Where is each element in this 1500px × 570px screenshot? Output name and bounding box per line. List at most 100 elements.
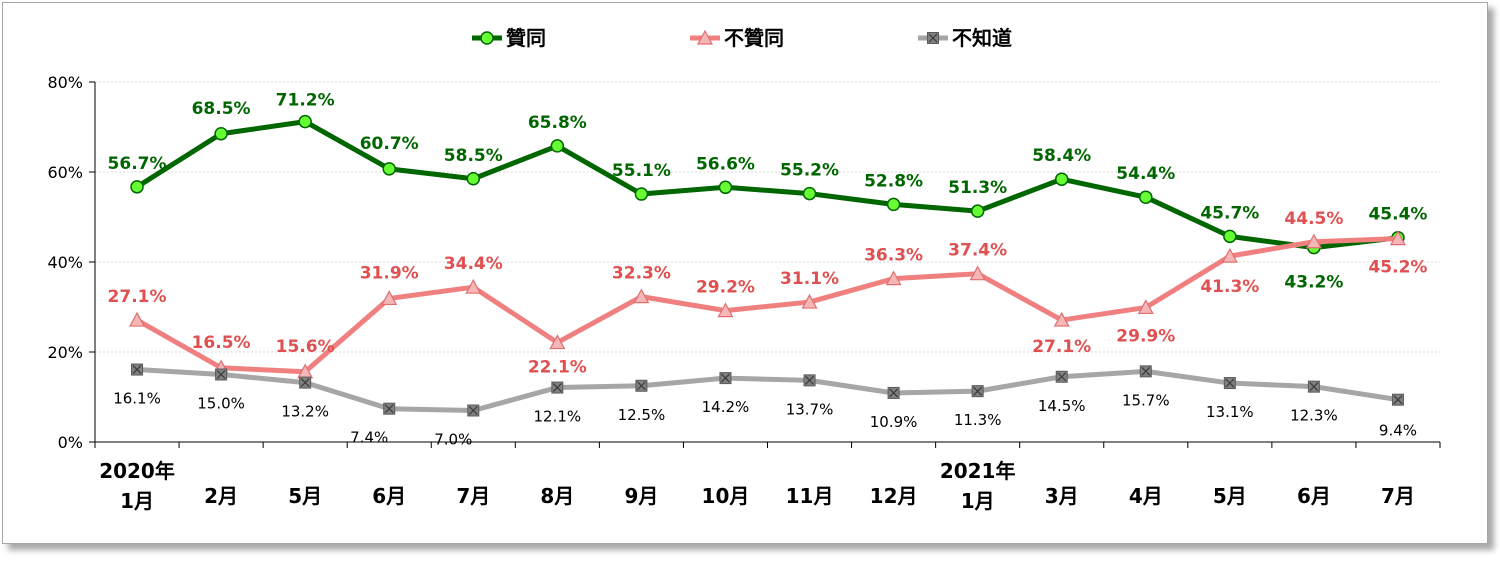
- data-label: 43.2%: [1284, 273, 1343, 293]
- legend-item: 贊同: [472, 26, 546, 50]
- chart-frame: [2, 2, 1488, 544]
- x-month-label: 1月: [120, 489, 154, 513]
- data-label: 29.2%: [696, 278, 755, 298]
- data-point: [885, 270, 902, 286]
- marker-x: [1225, 378, 1235, 388]
- data-point: [129, 311, 146, 327]
- data-label: 60.7%: [360, 134, 419, 154]
- data-label: 51.3%: [948, 178, 1007, 198]
- x-month-label: 1月: [961, 489, 995, 513]
- marker-x: [1057, 372, 1067, 382]
- x-month-label: 8月: [540, 484, 574, 508]
- series-0: 56.7% 68.5% 71.2% 60.7% 58.5% 65.8% 55.1% 56.6%…: [108, 91, 1428, 293]
- marker-x: [384, 404, 394, 414]
- data-label: 15.6%: [276, 337, 335, 357]
- series-1: 27.1% 16.5% 15.6% 31.9% 34.4% 22.1% 32.3% 29.2%…: [108, 209, 1427, 379]
- data-point: [718, 180, 733, 195]
- y-tick-label: 40%: [47, 253, 83, 272]
- legend-marker-x: [928, 33, 938, 43]
- x-month-label: 11月: [786, 484, 834, 508]
- data-label: 45.2%: [1368, 258, 1427, 278]
- data-point: [719, 372, 732, 385]
- data-label: 15.7%: [1122, 391, 1170, 409]
- legend-marker: [480, 31, 494, 45]
- marker-x: [889, 388, 899, 398]
- data-point: [887, 386, 900, 399]
- data-label: 14.2%: [702, 398, 750, 416]
- data-label: 31.1%: [780, 269, 839, 289]
- data-point: [215, 368, 228, 381]
- y-tick-label: 60%: [47, 163, 83, 182]
- data-label: 58.4%: [1032, 146, 1091, 166]
- data-label: 41.3%: [1200, 277, 1259, 297]
- gridlines: 0% 20% 40% 60% 80%: [47, 73, 1440, 452]
- data-point: [1137, 299, 1154, 315]
- data-point: [131, 363, 144, 376]
- data-label: 13.1%: [1206, 403, 1254, 421]
- x-month-label: 6月: [1297, 484, 1331, 508]
- data-point: [549, 334, 566, 350]
- data-point: [886, 197, 901, 212]
- y-tick-label: 80%: [47, 73, 83, 92]
- marker-x: [636, 381, 646, 391]
- data-label: 71.2%: [276, 91, 335, 111]
- data-label: 7.0%: [434, 431, 472, 449]
- data-label: 68.5%: [192, 99, 251, 119]
- data-point: [635, 379, 648, 392]
- data-point: [802, 186, 817, 201]
- data-label: 58.5%: [444, 146, 503, 166]
- data-point: [1055, 370, 1068, 383]
- x-month-label: 5月: [1213, 484, 1247, 508]
- data-point: [1307, 380, 1320, 393]
- data-point: [634, 187, 649, 201]
- data-point: [381, 290, 398, 306]
- data-label: 16.1%: [113, 390, 161, 408]
- x-month-label: 3月: [1045, 484, 1079, 508]
- series-line: [136, 367, 1399, 413]
- x-year-label: 2021年: [940, 459, 1016, 483]
- data-label: 12.1%: [534, 408, 582, 426]
- data-label: 52.8%: [864, 171, 923, 191]
- y-tick-label: 20%: [47, 343, 83, 362]
- marker-x: [1309, 382, 1319, 392]
- data-point: [1223, 377, 1236, 390]
- data-point: [130, 180, 144, 194]
- x-month-label: 12月: [870, 484, 918, 508]
- marker-x: [216, 370, 226, 379]
- data-label: 55.1%: [612, 161, 671, 181]
- data-point: [467, 404, 480, 417]
- x-month-label: 7月: [456, 484, 490, 508]
- x-month-label: 2月: [204, 484, 238, 508]
- data-point: [299, 376, 312, 389]
- data-label: 32.3%: [612, 264, 671, 284]
- data-label: 7.4%: [350, 429, 388, 447]
- data-label: 54.4%: [1116, 164, 1175, 184]
- y-tick-label: 0%: [58, 433, 83, 452]
- marker-x: [300, 378, 310, 388]
- data-label: 16.5%: [192, 333, 251, 353]
- data-point: [298, 114, 312, 129]
- x-month-label: 6月: [372, 484, 406, 508]
- data-label: 36.3%: [864, 246, 923, 266]
- data-point: [801, 293, 818, 309]
- data-label: 56.6%: [696, 154, 755, 174]
- data-point: [1389, 230, 1406, 246]
- data-label: 10.9%: [870, 413, 918, 431]
- x-month-label: 5月: [288, 484, 322, 508]
- data-point: [1221, 247, 1238, 263]
- data-label: 13.2%: [281, 403, 329, 421]
- legend: 贊同 不贊同 不知道: [472, 26, 1012, 50]
- legend-marker: [696, 29, 714, 45]
- data-point: [969, 265, 986, 281]
- x-month-label: 4月: [1129, 484, 1163, 508]
- x-year-label: 2020年: [99, 459, 175, 483]
- data-point: [803, 374, 816, 387]
- x-month-label: 9月: [624, 484, 658, 508]
- data-label: 27.1%: [108, 287, 167, 307]
- data-label: 55.2%: [780, 161, 839, 181]
- series-2: 16.1% 15.0% 13.2% 7.4% 7.0% 12.1% 12.5% 14.2% 13…: [113, 363, 1417, 449]
- data-label: 37.4%: [948, 241, 1007, 261]
- legend-label: 不知道: [952, 26, 1012, 50]
- data-point: [550, 139, 565, 153]
- marker-x: [468, 406, 478, 415]
